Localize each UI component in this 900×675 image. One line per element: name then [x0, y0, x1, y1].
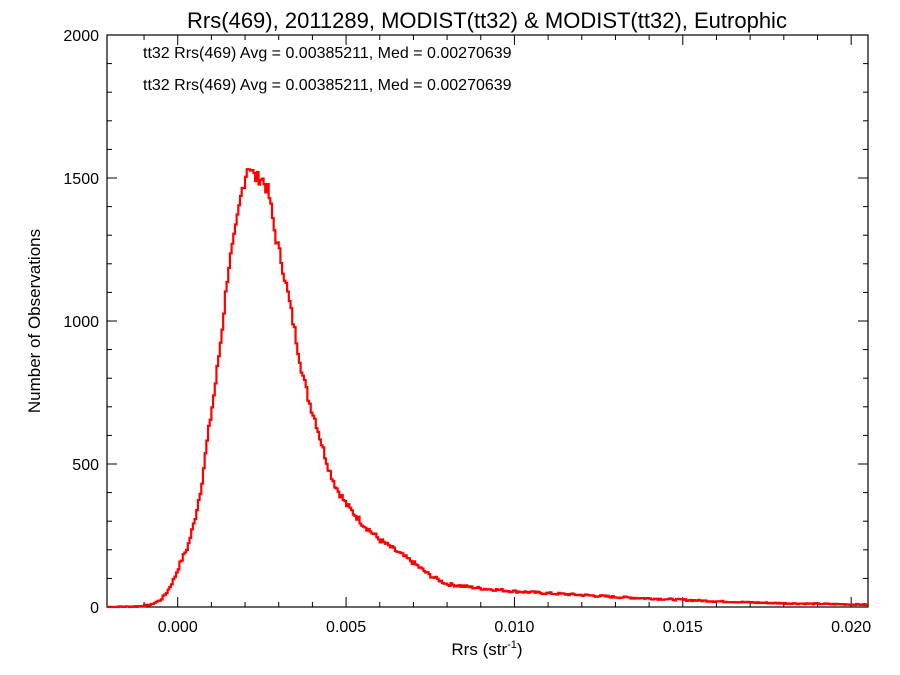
annotation-black: tt32 Rrs(469) Avg = 0.00385211, Med = 0.… [143, 45, 512, 62]
y-tick-label: 1000 [63, 314, 99, 331]
x-tick-label: 0.010 [494, 619, 534, 636]
y-tick-label: 0 [90, 600, 99, 617]
y-tick-label: 500 [72, 457, 99, 474]
y-tick-label: 1500 [63, 171, 99, 188]
chart-title: Rrs(469), 2011289, MODIST(tt32) & MODIST… [187, 8, 787, 33]
x-tick-label: 0.005 [326, 619, 366, 636]
x-axis-label-superscript: -1 [507, 639, 517, 651]
x-axis-label: Rrs (str-1) [451, 639, 522, 659]
x-tick-label: 0.015 [663, 619, 703, 636]
x-tick-label: 0.020 [831, 619, 871, 636]
histogram-series-line [107, 168, 868, 609]
axis-ticks [107, 34, 868, 608]
annotation-red: tt32 Rrs(469) Avg = 0.00385211, Med = 0.… [143, 77, 512, 94]
plot-frame [106, 34, 869, 608]
y-axis-label: Number of Observations [25, 229, 44, 413]
axis-tick-labels: 0.000 0.005 0.010 0.015 0.020 0 500 1000 1500 200… [63, 28, 871, 636]
x-axis-label-main: Rrs (str [451, 640, 507, 659]
x-tick-label: 0.000 [158, 619, 198, 636]
x-axis-label-close: ) [517, 640, 523, 659]
y-tick-label: 2000 [63, 28, 99, 45]
